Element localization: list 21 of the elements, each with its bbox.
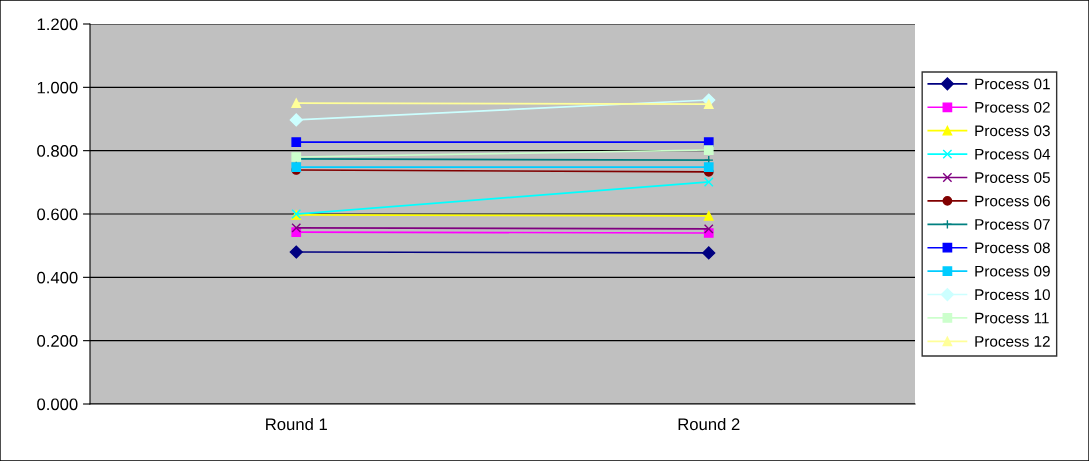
legend-label: Process 07 bbox=[975, 218, 1050, 230]
legend-label: Process 05 bbox=[975, 172, 1050, 183]
y-tick-label: 0.200 bbox=[37, 335, 78, 347]
y-tick-label: 1.000 bbox=[37, 81, 78, 94]
y-tick-label: 0.600 bbox=[37, 208, 78, 221]
y-tick-label: 0.000 bbox=[37, 398, 78, 411]
y-tick-label: 1.200 bbox=[37, 18, 78, 31]
legend-label: Process 09 bbox=[975, 265, 1050, 277]
x-tick-label: Round 1 bbox=[266, 417, 327, 431]
y-tick-label: 0.400 bbox=[37, 271, 78, 284]
legend-label: Process 10 bbox=[975, 289, 1050, 301]
legend-label: Process 01 bbox=[975, 78, 1050, 90]
legend-label: Process 02 bbox=[975, 101, 1050, 113]
legend-label: Process 03 bbox=[975, 125, 1050, 137]
legend-label: Process 12 bbox=[975, 336, 1050, 347]
x-tick-label: Round 2 bbox=[678, 417, 740, 431]
legend-label: Process 08 bbox=[975, 242, 1050, 254]
y-tick-label: 0.800 bbox=[37, 145, 78, 157]
legend-label: Process 06 bbox=[975, 195, 1050, 207]
legend-label: Process 11 bbox=[975, 312, 1049, 324]
legend-label: Process 04 bbox=[975, 148, 1051, 160]
